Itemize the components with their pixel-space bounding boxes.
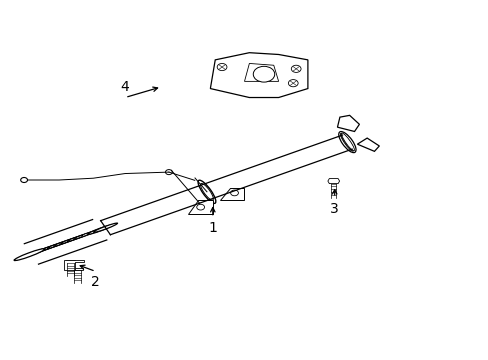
Polygon shape	[188, 200, 212, 214]
Polygon shape	[220, 188, 244, 200]
Ellipse shape	[93, 223, 117, 232]
Polygon shape	[73, 267, 82, 270]
Polygon shape	[210, 53, 307, 98]
Polygon shape	[65, 260, 75, 263]
Ellipse shape	[341, 133, 354, 151]
Ellipse shape	[200, 184, 213, 200]
Circle shape	[165, 170, 172, 175]
Ellipse shape	[340, 133, 353, 151]
Circle shape	[253, 66, 274, 82]
Text: 1: 1	[208, 221, 217, 235]
Circle shape	[288, 80, 298, 87]
Circle shape	[291, 65, 301, 72]
Ellipse shape	[338, 131, 355, 153]
Text: 3: 3	[330, 202, 338, 216]
Circle shape	[20, 177, 27, 183]
Text: 4: 4	[121, 80, 129, 94]
Text: 2: 2	[91, 275, 100, 289]
Ellipse shape	[87, 225, 111, 234]
Polygon shape	[327, 179, 339, 184]
Polygon shape	[357, 138, 379, 151]
Circle shape	[217, 63, 226, 71]
Circle shape	[196, 204, 204, 210]
Circle shape	[230, 190, 238, 196]
Polygon shape	[337, 115, 359, 131]
Polygon shape	[64, 260, 83, 270]
Ellipse shape	[198, 180, 215, 203]
Ellipse shape	[340, 134, 352, 151]
Ellipse shape	[14, 249, 45, 261]
